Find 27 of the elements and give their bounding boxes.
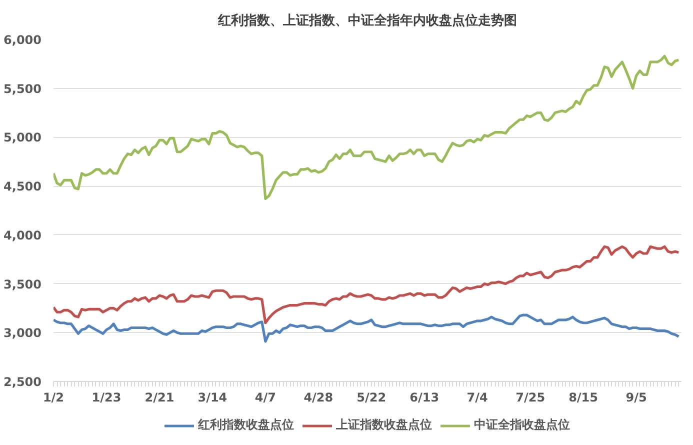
x-tick-label: 1/23 (92, 390, 122, 404)
x-tick-label: 1/2 (42, 390, 64, 404)
x-tick-label: 6/13 (410, 390, 440, 404)
y-tick-label: 2,500 (4, 375, 42, 389)
x-tick-label: 8/15 (568, 390, 598, 404)
y-tick-label: 6,000 (4, 33, 42, 47)
chart-title: 红利指数、上证指数、中证全指年内收盘点位走势图 (217, 12, 517, 28)
legend-label: 上证指数收盘点位 (336, 416, 432, 434)
y-tick-label: 5,000 (4, 130, 42, 145)
line-series (54, 245, 680, 324)
x-tick-label: 4/28 (304, 390, 334, 404)
x-tick-label: 2/21 (144, 390, 174, 404)
y-tick-label: 5,500 (4, 82, 42, 96)
line-series (54, 314, 680, 343)
x-tick-label: 5/22 (356, 390, 386, 404)
x-tick-label: 3/14 (198, 390, 228, 404)
y-tick-label: 4,500 (4, 180, 42, 194)
y-tick-label: 3,500 (4, 277, 42, 292)
x-tick-label: 9/5 (626, 390, 647, 404)
line-series (54, 54, 680, 200)
legend-label: 红利指数收盘点位 (198, 416, 294, 434)
y-tick-label: 3,000 (4, 326, 42, 340)
y-tick-label: 4,000 (4, 228, 42, 242)
legend-label: 中证全指收盘点位 (474, 416, 570, 434)
x-tick-label: 4/7 (254, 390, 276, 404)
x-tick-label: 7/4 (466, 390, 488, 404)
x-tick-label: 7/25 (516, 390, 546, 404)
